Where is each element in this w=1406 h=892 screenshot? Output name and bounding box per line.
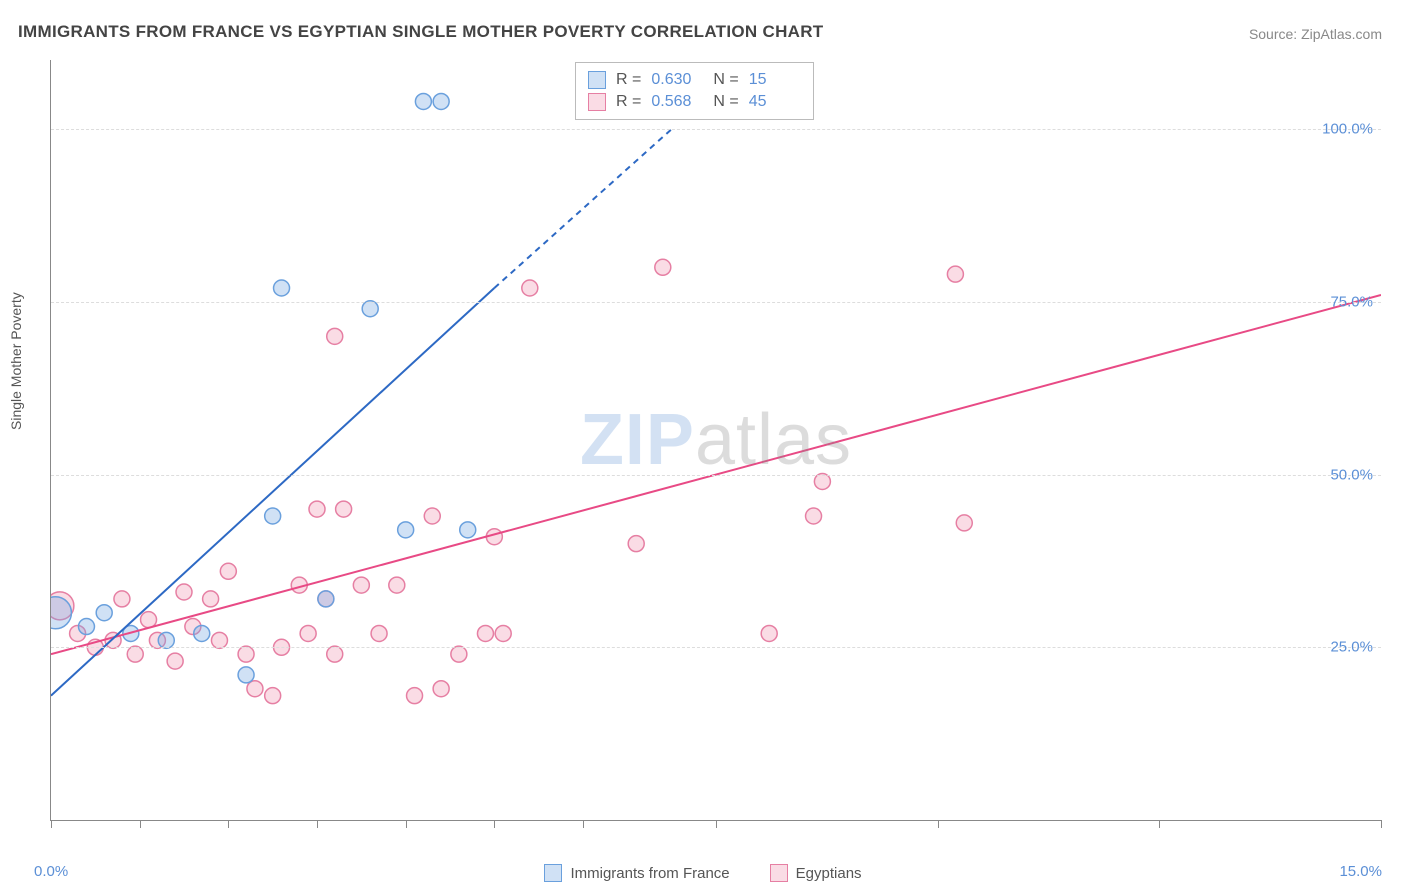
x-tick <box>228 820 229 828</box>
grid-line-h <box>51 475 1381 476</box>
legend-item-series-b: Egyptians <box>770 864 862 882</box>
chart-title: IMMIGRANTS FROM FRANCE VS EGYPTIAN SINGL… <box>18 22 823 42</box>
y-grid-label: 100.0% <box>1322 121 1373 138</box>
y-grid-label: 75.0% <box>1330 293 1373 310</box>
x-tick <box>140 820 141 828</box>
chart-svg <box>51 60 1381 820</box>
x-tick <box>406 820 407 828</box>
y-grid-label: 50.0% <box>1330 466 1373 483</box>
grid-line-h <box>51 647 1381 648</box>
stat-row-series-b: R = 0.568 N = 45 <box>588 91 801 113</box>
x-tick <box>1159 820 1160 828</box>
x-tick <box>716 820 717 828</box>
x-tick <box>1381 820 1382 828</box>
x-tick <box>583 820 584 828</box>
y-grid-label: 25.0% <box>1330 639 1373 656</box>
watermark: ZIPatlas <box>580 399 852 481</box>
grid-line-h <box>51 302 1381 303</box>
x-tick <box>494 820 495 828</box>
x-tick <box>938 820 939 828</box>
chart-plot-area: ZIPatlas 25.0% 50.0% 75.0% 100.0% <box>50 60 1381 821</box>
legend-label-a: Immigrants from France <box>570 865 729 882</box>
swatch-series-b-icon <box>770 864 788 882</box>
swatch-series-a-icon <box>544 864 562 882</box>
stat-row-series-a: R = 0.630 N = 15 <box>588 69 801 91</box>
legend-item-series-a: Immigrants from France <box>544 864 729 882</box>
swatch-series-a <box>588 71 606 89</box>
bottom-legend: Immigrants from France Egyptians <box>0 864 1406 882</box>
legend-label-b: Egyptians <box>796 865 862 882</box>
x-tick <box>51 820 52 828</box>
grid-line-h <box>51 129 1381 130</box>
x-tick <box>317 820 318 828</box>
swatch-series-b <box>588 93 606 111</box>
y-axis-label: Single Mother Poverty <box>8 292 24 430</box>
source-label: Source: ZipAtlas.com <box>1249 26 1382 42</box>
stat-legend: R = 0.630 N = 15 R = 0.568 N = 45 <box>575 62 814 120</box>
